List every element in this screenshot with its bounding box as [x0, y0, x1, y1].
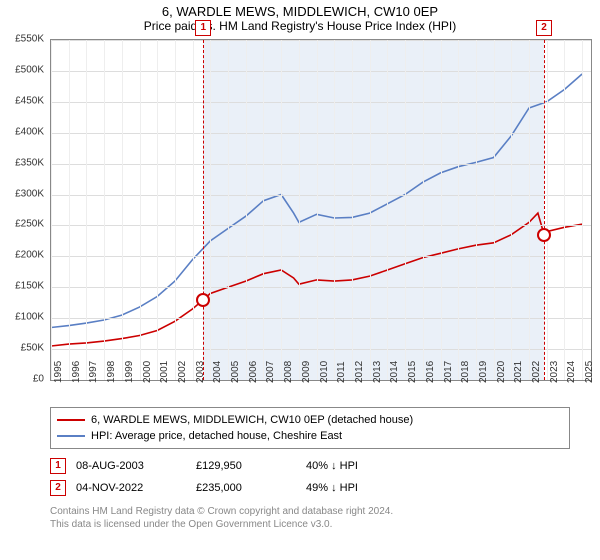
y-tick-label: £200K	[15, 250, 44, 261]
x-tick-label: 2008	[283, 361, 294, 383]
x-tick-label: 2018	[460, 361, 471, 383]
y-tick-label: £500K	[15, 64, 44, 75]
x-tick-label: 1999	[124, 361, 135, 383]
marker-box: 2	[536, 20, 552, 36]
event-pct: 40% ↓ HPI	[306, 460, 426, 472]
x-tick-label: 2023	[549, 361, 560, 383]
legend-swatch	[57, 419, 85, 421]
x-tick-label: 2014	[389, 361, 400, 383]
x-tick-label: 2011	[336, 361, 347, 383]
x-tick-label: 2015	[407, 361, 418, 383]
x-tick-label: 1998	[106, 361, 117, 383]
legend-label: HPI: Average price, detached house, Ches…	[91, 430, 342, 442]
x-tick-label: 2001	[159, 361, 170, 383]
x-tick-label: 1996	[71, 361, 82, 383]
x-tick-label: 2006	[248, 361, 259, 383]
marker-line	[203, 40, 204, 380]
chart-title: 6, WARDLE MEWS, MIDDLEWICH, CW10 0EP	[0, 0, 600, 19]
x-tick-label: 2021	[513, 361, 524, 383]
marker-box: 1	[195, 20, 211, 36]
y-tick-label: £100K	[15, 312, 44, 323]
footer: Contains HM Land Registry data © Crown c…	[50, 505, 590, 531]
event-price: £129,950	[196, 460, 296, 472]
legend-row: HPI: Average price, detached house, Ches…	[57, 428, 563, 444]
x-tick-label: 2005	[230, 361, 241, 383]
y-tick-label: £350K	[15, 157, 44, 168]
event-marker-box: 1	[50, 458, 66, 474]
y-tick-label: £300K	[15, 188, 44, 199]
x-tick-label: 2004	[212, 361, 223, 383]
x-tick-label: 1995	[53, 361, 64, 383]
event-date: 04-NOV-2022	[76, 482, 186, 494]
event-pct: 49% ↓ HPI	[306, 482, 426, 494]
chart-subtitle: Price paid vs. HM Land Registry's House …	[0, 19, 600, 35]
event-date: 08-AUG-2003	[76, 460, 186, 472]
x-tick-label: 2024	[566, 361, 577, 383]
y-tick-label: £450K	[15, 95, 44, 106]
marker-line	[544, 40, 545, 380]
x-tick-label: 2010	[319, 361, 330, 383]
x-tick-label: 2002	[177, 361, 188, 383]
x-tick-label: 1997	[88, 361, 99, 383]
x-tick-label: 2000	[142, 361, 153, 383]
y-tick-label: £250K	[15, 219, 44, 230]
event-row: 1 08-AUG-2003 £129,950 40% ↓ HPI	[50, 455, 590, 477]
x-tick-label: 2009	[301, 361, 312, 383]
footer-line2: This data is licensed under the Open Gov…	[50, 518, 590, 531]
y-tick-label: £550K	[15, 34, 44, 45]
plot-area: 12	[50, 39, 592, 381]
x-tick-label: 2013	[372, 361, 383, 383]
x-tick-label: 2003	[195, 361, 206, 383]
x-tick-label: 2019	[478, 361, 489, 383]
y-tick-label: £150K	[15, 281, 44, 292]
y-tick-label: £50K	[21, 343, 44, 354]
x-tick-label: 2025	[584, 361, 595, 383]
event-row: 2 04-NOV-2022 £235,000 49% ↓ HPI	[50, 477, 590, 499]
footer-line1: Contains HM Land Registry data © Crown c…	[50, 505, 590, 518]
legend: 6, WARDLE MEWS, MIDDLEWICH, CW10 0EP (de…	[50, 407, 570, 449]
x-tick-label: 2022	[531, 361, 542, 383]
event-marker-box: 2	[50, 480, 66, 496]
y-tick-label: £400K	[15, 126, 44, 137]
y-tick-label: £0	[33, 374, 44, 385]
x-tick-label: 2016	[425, 361, 436, 383]
marker-dot	[537, 228, 551, 242]
legend-swatch	[57, 435, 85, 437]
events-table: 1 08-AUG-2003 £129,950 40% ↓ HPI 2 04-NOV-202…	[50, 455, 590, 499]
x-tick-label: 2007	[265, 361, 276, 383]
x-tick-label: 2017	[443, 361, 454, 383]
marker-dot	[196, 293, 210, 307]
chart-area: 12 £0£50K£100K£150K£200K£250K£300K£350K£…	[50, 39, 590, 399]
legend-label: 6, WARDLE MEWS, MIDDLEWICH, CW10 0EP (de…	[91, 414, 413, 426]
chart-lines	[51, 40, 591, 380]
event-price: £235,000	[196, 482, 296, 494]
legend-row: 6, WARDLE MEWS, MIDDLEWICH, CW10 0EP (de…	[57, 412, 563, 428]
x-tick-label: 2020	[496, 361, 507, 383]
x-tick-label: 2012	[354, 361, 365, 383]
